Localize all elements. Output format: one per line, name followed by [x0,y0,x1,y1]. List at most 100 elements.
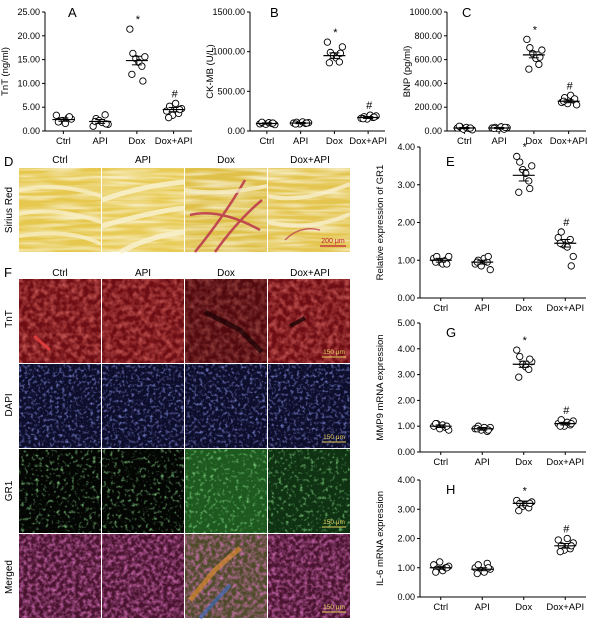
data-point [338,43,347,51]
data-point [567,262,575,270]
y-tick-label: 1000.00 [212,47,245,57]
y-tick-label: 10.00 [17,78,40,88]
x-tick-label: API [475,457,490,468]
x-tick-label: Dox+API [550,136,588,147]
data-point [523,35,531,44]
y-tick-label: 25.00 [17,7,40,17]
chart-b: B 0.00 500.00 1000.00 1500.00 CK-MB (U/L) Ctrl… [205,5,387,147]
y-tick-label: 1.00 [397,421,415,431]
y-tick-label: 200.00 [414,102,442,112]
y-tick-label: 1000.00 [409,7,442,17]
column-label-dox: Dox [217,155,235,166]
x-tick-label: API [293,136,308,147]
significance-marker: * [533,24,538,36]
data-point [61,119,70,128]
y-tick-label: 2.00 [397,218,415,228]
if-row-tnt: TnT [4,310,15,328]
significance-marker: # [366,100,373,112]
y-axis-label: CK-MB (U/L) [205,44,216,98]
y-tick-label: 0.00 [397,592,415,602]
data-point [128,70,136,79]
data-point [126,25,134,33]
significance-marker: # [563,405,570,417]
significance-marker: # [563,524,570,536]
data-point [484,252,492,261]
scale-label-gr1: 150 μm [323,519,345,526]
if-column-dox: Dox [217,268,235,279]
y-tick-label: 1500.00 [212,7,245,17]
x-tick-label: Ctrl [457,136,472,147]
y-tick-label: 15.00 [17,55,40,65]
panel-letter-e: E [446,154,455,169]
panel-letter-b: B [270,5,279,20]
data-point [535,60,543,69]
data-point [556,548,564,556]
data-point [515,507,523,515]
scale-label-merged: 150 μm [323,604,345,611]
x-tick-label: Dox+API [546,457,584,468]
panel-d: D Ctrl API Dox Dox+API Sirius Red [4,154,351,255]
panel-letter-c: C [462,5,471,20]
data-point [54,118,63,126]
sirius-image-ctrl [18,168,102,252]
x-tick-label: API [491,136,506,147]
y-tick-label: 5.00 [397,318,415,328]
data-point [164,114,173,122]
y-tick-label: 3.00 [397,370,415,380]
x-tick-label: Ctrl [259,136,274,147]
data-point [516,158,524,166]
y-tick-label: 800.00 [414,31,442,41]
y-tick-label: 4.00 [397,142,415,152]
data-point [445,252,453,261]
x-tick-label: Dox+API [155,136,193,147]
if-row-gr1: GR1 [4,480,15,501]
data-point [139,77,147,85]
panel-letter-g: G [446,325,456,340]
y-tick-label: 0.00 [22,126,40,136]
if-column-ctrl: Ctrl [52,268,68,279]
y-tick-label: 0.00 [227,126,245,136]
x-tick-label: Dox [515,303,532,314]
panel-letter-a: A [68,5,77,20]
x-tick-label: Dox+API [349,136,387,147]
data-point [165,102,174,110]
data-point [101,111,109,119]
scale-label-dapi: 150 μm [323,434,345,441]
significance-marker: # [172,88,179,100]
y-tick-label: 600.00 [414,55,442,65]
x-tick-label: Dox [326,136,343,147]
panel-f: F Ctrl API Dox Dox+API TnT DAPI GR1 Merg… [4,265,350,620]
data-point [554,536,562,544]
data-point [515,188,523,196]
x-tick-label: Dox [515,457,532,468]
if-column-dox-api: Dox+API [290,268,330,279]
significance-marker: # [567,80,574,92]
y-axis-label: BNP (pg/ml) [402,46,413,98]
panel-letter-f: F [4,265,12,280]
sirius-image-dox-api [267,168,351,252]
significance-marker: # [563,217,570,229]
y-axis-label: IL-6 mRNA expression [375,491,386,586]
y-tick-label: 0.00 [397,293,415,303]
column-label-ctrl: Ctrl [52,155,68,166]
significance-marker: * [523,335,528,347]
data-point [526,184,534,193]
chart-a: A 0.00 5.00 10.00 15.00 20.00 25.00 TnT (ng/ml)… [0,5,193,147]
chart-h: H 0.00 1.00 2.00 3.00 4.00 IL-6 mRNA expressio… [375,475,586,613]
data-point [171,99,180,108]
x-tick-label: Dox+API [546,303,584,314]
significance-marker: * [523,485,528,497]
row-label-sirius-red: Sirius Red [4,187,15,233]
data-point [563,534,571,543]
x-tick-label: Ctrl [433,457,448,468]
scale-label-tnt: 150 μm [323,349,345,356]
data-point [536,53,544,61]
y-tick-label: 3.00 [397,180,415,190]
panel-letter-d: D [4,154,13,169]
data-point [474,561,482,569]
sirius-image-dox [184,168,268,253]
y-tick-label: 20.00 [17,31,40,41]
data-point [538,46,546,54]
significance-marker: * [333,27,338,39]
